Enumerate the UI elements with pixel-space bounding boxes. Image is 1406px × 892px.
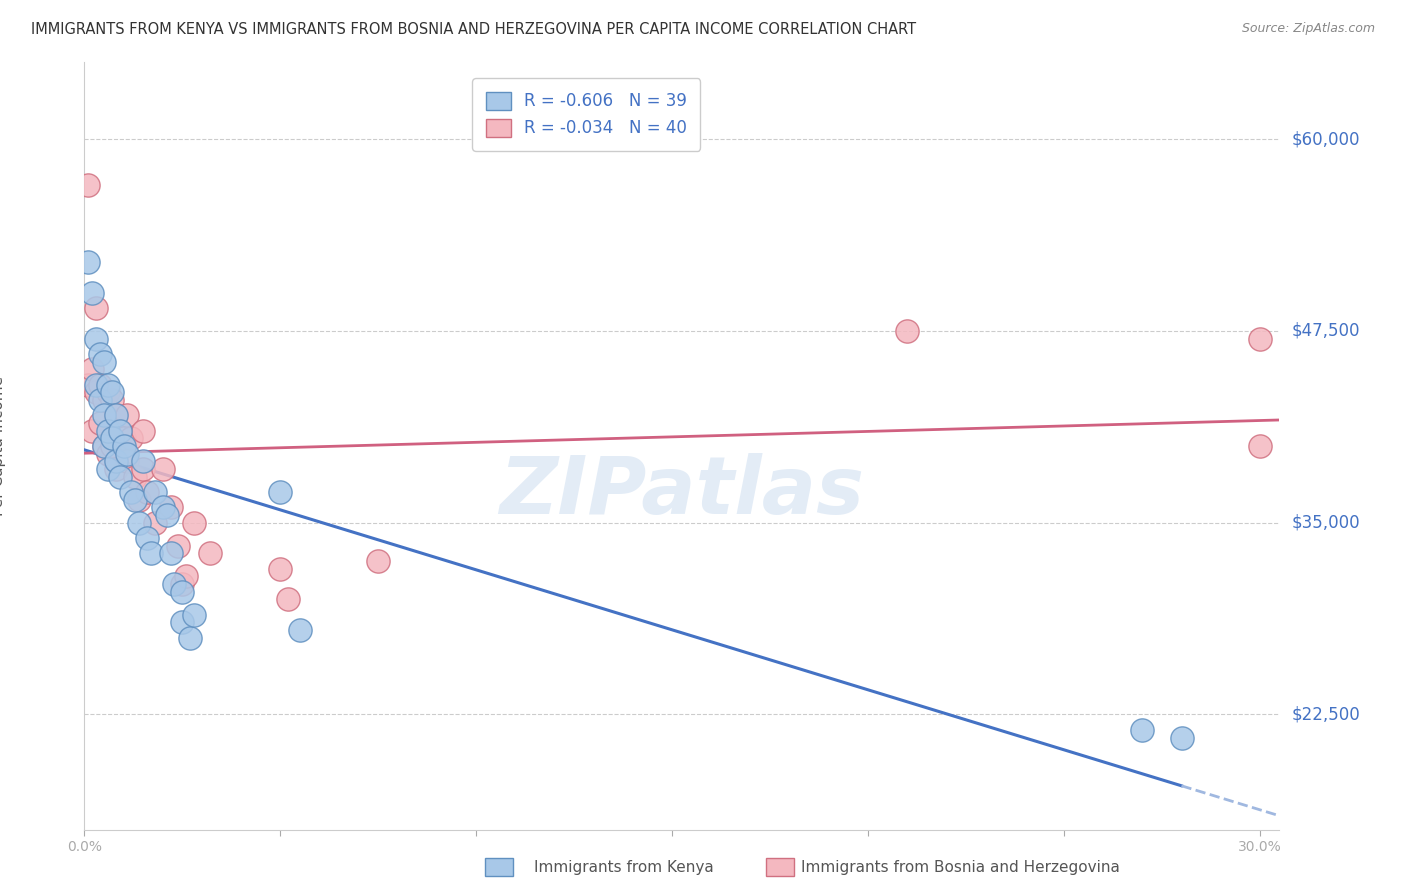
Point [97, 424, 120, 438]
Point [124, 492, 146, 507]
Point [104, 454, 127, 468]
Legend: R = -0.606   N = 39, R = -0.034   N = 40: R = -0.606 N = 39, R = -0.034 N = 40 [472, 78, 700, 151]
Point [89, 377, 111, 392]
Point [101, 439, 124, 453]
Point [152, 462, 174, 476]
Point [97, 462, 120, 476]
Point [108, 469, 131, 483]
Point [269, 485, 291, 500]
Point [104, 462, 127, 476]
Point [136, 485, 159, 500]
Point [112, 431, 135, 445]
Point [172, 584, 194, 599]
Point [108, 424, 131, 438]
Point [97, 377, 120, 392]
Point [97, 447, 120, 461]
Point [101, 392, 124, 407]
Point [82, 424, 104, 438]
Point [84, 385, 107, 400]
Point [139, 546, 162, 560]
Point [128, 492, 150, 507]
Point [93, 439, 115, 453]
Point [132, 424, 155, 438]
Point [89, 392, 111, 407]
Point [1249, 332, 1271, 346]
Point [97, 385, 120, 400]
Point [93, 354, 115, 368]
Point [77, 255, 100, 269]
Point [152, 500, 174, 515]
Point [84, 332, 107, 346]
Text: $22,500: $22,500 [1291, 706, 1360, 723]
Text: IMMIGRANTS FROM KENYA VS IMMIGRANTS FROM BOSNIA AND HERZEGOVINA PER CAPITA INCOM: IMMIGRANTS FROM KENYA VS IMMIGRANTS FROM… [31, 22, 917, 37]
Point [128, 516, 150, 530]
Point [1170, 731, 1192, 745]
Point [159, 500, 181, 515]
Point [136, 531, 159, 545]
Text: Immigrants from Kenya: Immigrants from Kenya [534, 860, 714, 874]
Point [120, 431, 142, 445]
Point [77, 377, 100, 392]
Point [159, 546, 181, 560]
Point [1249, 439, 1271, 453]
Point [117, 454, 139, 468]
Point [183, 516, 205, 530]
Text: $60,000: $60,000 [1291, 130, 1360, 148]
Point [89, 416, 111, 430]
Point [288, 623, 311, 637]
Point [101, 431, 124, 445]
Point [89, 347, 111, 361]
Point [82, 362, 104, 376]
Point [143, 485, 166, 500]
Point [143, 516, 166, 530]
Point [183, 607, 205, 622]
Point [84, 301, 107, 315]
Point [896, 324, 918, 338]
Point [93, 392, 115, 407]
Point [172, 577, 194, 591]
Point [77, 178, 100, 193]
Point [112, 439, 135, 453]
Point [117, 447, 139, 461]
Point [163, 577, 186, 591]
Point [1130, 723, 1153, 737]
Point [269, 562, 291, 576]
Point [179, 631, 201, 645]
Point [104, 409, 127, 423]
Point [174, 569, 197, 583]
Point [101, 385, 124, 400]
Point [156, 508, 179, 522]
Text: $35,000: $35,000 [1291, 514, 1360, 532]
Point [124, 469, 146, 483]
Point [120, 485, 142, 500]
Point [277, 592, 299, 607]
Point [167, 539, 190, 553]
Point [93, 409, 115, 423]
Point [132, 462, 155, 476]
Point [108, 424, 131, 438]
Text: $47,500: $47,500 [1291, 322, 1360, 340]
Point [198, 546, 221, 560]
Text: Immigrants from Bosnia and Herzegovina: Immigrants from Bosnia and Herzegovina [801, 860, 1121, 874]
Point [82, 285, 104, 300]
Text: ZIPatlas: ZIPatlas [499, 453, 865, 531]
Point [117, 409, 139, 423]
Point [93, 439, 115, 453]
Text: Per Capita Income: Per Capita Income [0, 376, 6, 516]
Point [104, 409, 127, 423]
Point [84, 377, 107, 392]
Point [172, 615, 194, 630]
Point [132, 454, 155, 468]
Text: Source: ZipAtlas.com: Source: ZipAtlas.com [1241, 22, 1375, 36]
Point [367, 554, 389, 568]
